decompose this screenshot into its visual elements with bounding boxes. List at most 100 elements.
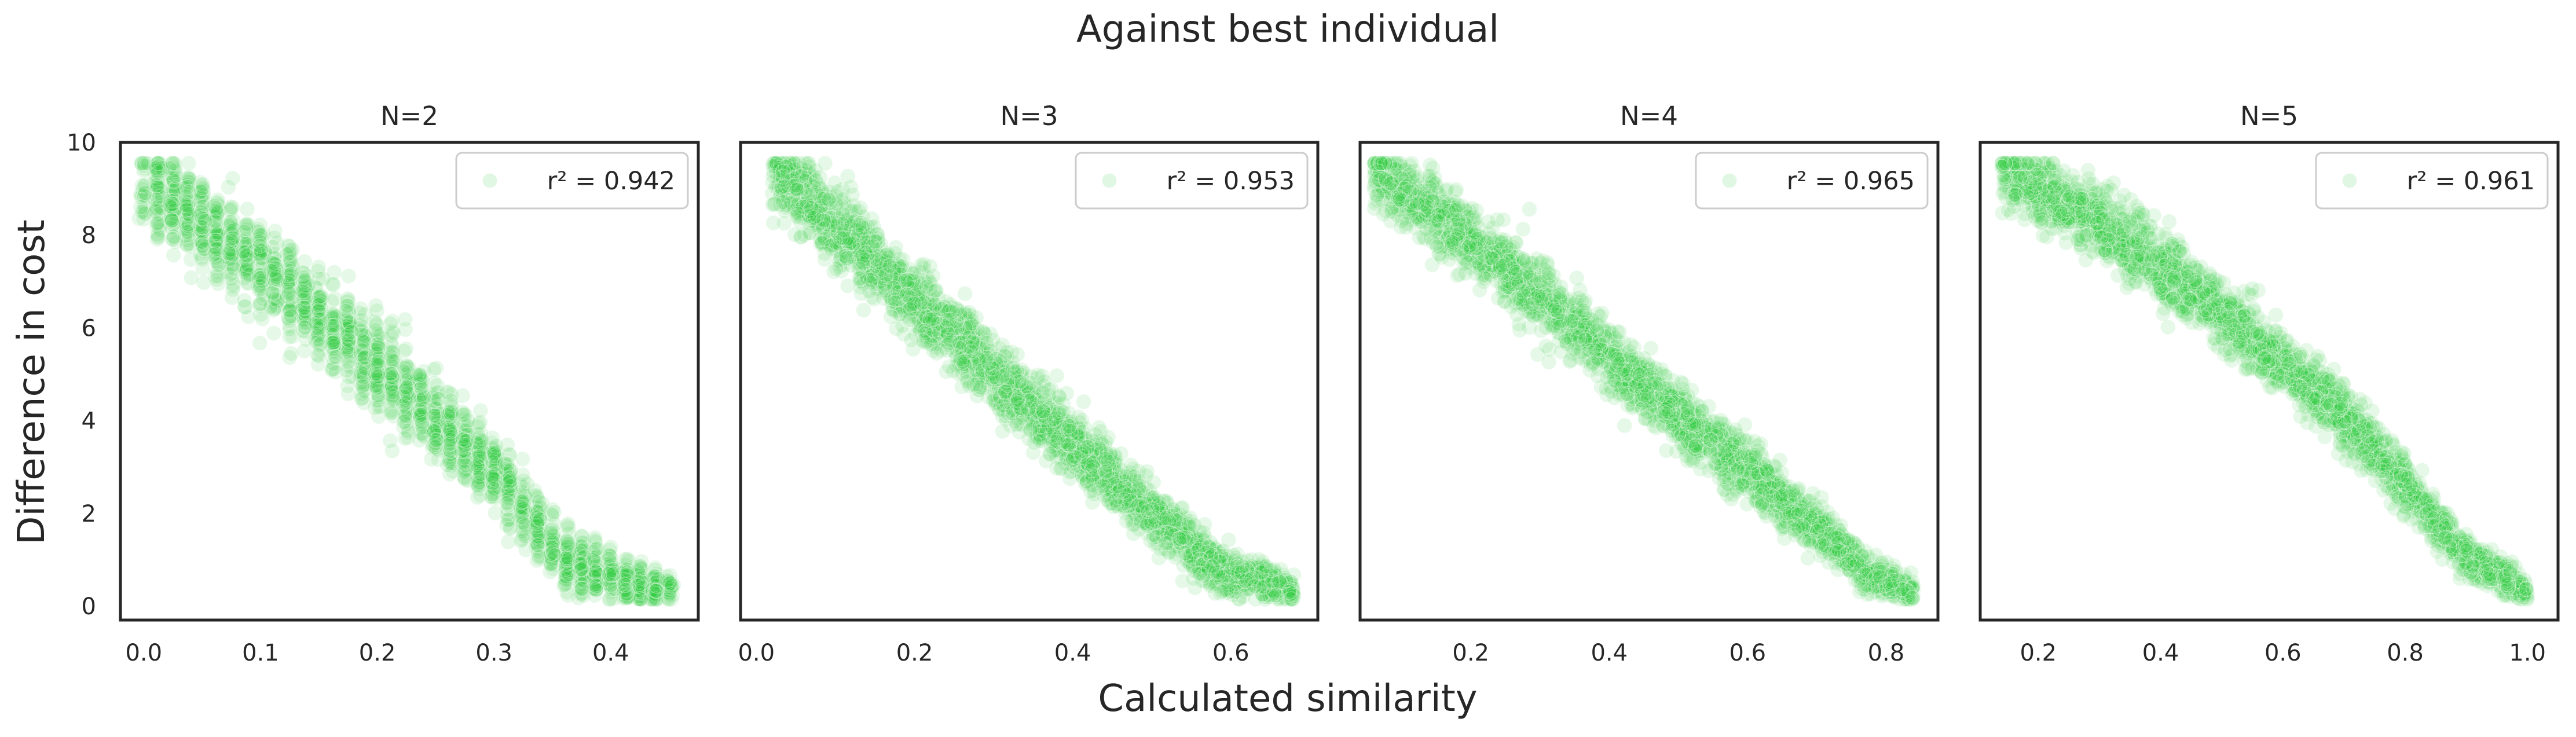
data-point bbox=[384, 371, 401, 387]
data-point bbox=[382, 386, 398, 402]
data-point bbox=[482, 445, 499, 461]
data-point bbox=[661, 587, 677, 604]
data-point bbox=[585, 544, 602, 560]
data-point bbox=[167, 164, 184, 180]
data-point bbox=[459, 450, 476, 466]
data-point bbox=[543, 530, 559, 547]
data-point bbox=[589, 576, 606, 592]
data-point bbox=[643, 582, 659, 598]
data-point bbox=[848, 232, 864, 248]
data-point bbox=[226, 221, 242, 237]
data-point bbox=[412, 408, 428, 425]
data-point bbox=[384, 359, 401, 375]
data-point bbox=[252, 235, 268, 251]
data-point bbox=[296, 306, 313, 322]
data-point bbox=[148, 177, 164, 193]
data-point bbox=[590, 566, 607, 583]
data-point bbox=[633, 588, 650, 604]
data-point bbox=[842, 179, 859, 195]
data-point bbox=[269, 235, 285, 251]
data-point bbox=[602, 564, 618, 581]
data-point bbox=[431, 442, 447, 459]
data-point bbox=[368, 317, 384, 333]
data-point bbox=[398, 379, 415, 396]
data-point bbox=[298, 331, 314, 347]
data-point bbox=[195, 186, 212, 203]
x-tick-label: 0.2 bbox=[896, 640, 933, 666]
data-point bbox=[182, 238, 198, 254]
data-point bbox=[499, 506, 515, 523]
data-point bbox=[150, 158, 166, 175]
data-point bbox=[1194, 537, 1210, 553]
data-point bbox=[457, 463, 473, 479]
data-point bbox=[632, 566, 648, 582]
data-point bbox=[397, 371, 413, 387]
data-point bbox=[617, 556, 634, 573]
data-point bbox=[312, 296, 328, 312]
data-point bbox=[183, 251, 199, 267]
data-point bbox=[402, 373, 419, 390]
data-point bbox=[195, 176, 211, 192]
x-tick-label: 0.6 bbox=[1212, 640, 1249, 666]
data-point bbox=[1075, 467, 1091, 483]
data-point bbox=[265, 276, 281, 292]
data-point bbox=[963, 356, 980, 372]
data-point bbox=[369, 379, 386, 396]
data-point bbox=[179, 236, 195, 252]
data-point bbox=[240, 251, 256, 267]
data-point bbox=[295, 301, 311, 318]
data-point bbox=[544, 539, 560, 555]
data-point bbox=[649, 574, 665, 590]
data-point bbox=[526, 482, 543, 498]
data-point bbox=[589, 540, 606, 557]
data-point bbox=[515, 472, 532, 489]
data-point bbox=[412, 412, 428, 428]
data-point bbox=[296, 272, 313, 288]
data-point bbox=[632, 578, 648, 594]
y-tick-label: 6 bbox=[82, 315, 96, 342]
data-point bbox=[1164, 505, 1181, 522]
data-point bbox=[1186, 517, 1203, 533]
data-point bbox=[528, 520, 545, 537]
data-point bbox=[177, 193, 193, 209]
data-point bbox=[398, 379, 414, 395]
data-point bbox=[351, 305, 368, 321]
data-point bbox=[1084, 465, 1101, 482]
data-point bbox=[398, 386, 415, 402]
data-point bbox=[518, 542, 534, 558]
data-point bbox=[544, 551, 560, 567]
data-point bbox=[584, 563, 601, 579]
data-point bbox=[910, 309, 926, 325]
data-point bbox=[239, 201, 255, 217]
data-point bbox=[439, 419, 455, 435]
data-point bbox=[1230, 591, 1247, 607]
data-point bbox=[573, 547, 590, 563]
data-point bbox=[573, 569, 589, 585]
data-point bbox=[790, 182, 807, 199]
data-point bbox=[226, 258, 243, 274]
data-point bbox=[1049, 413, 1065, 430]
data-point bbox=[427, 435, 444, 452]
data-point bbox=[251, 247, 268, 263]
data-point bbox=[253, 229, 269, 245]
data-point bbox=[137, 160, 153, 177]
data-point bbox=[1117, 494, 1133, 510]
data-point bbox=[283, 299, 299, 316]
data-point bbox=[1206, 564, 1222, 581]
data-point bbox=[210, 224, 226, 241]
data-point bbox=[162, 160, 178, 177]
data-point bbox=[547, 548, 563, 564]
data-point bbox=[164, 179, 181, 196]
data-point bbox=[442, 425, 459, 441]
data-point bbox=[412, 369, 428, 385]
data-point bbox=[430, 409, 446, 425]
data-point bbox=[296, 319, 313, 335]
data-point bbox=[177, 181, 193, 197]
data-point bbox=[910, 277, 927, 294]
data-point bbox=[133, 189, 149, 206]
data-point bbox=[356, 342, 373, 358]
data-point bbox=[484, 486, 501, 503]
data-point bbox=[307, 280, 323, 296]
data-point bbox=[1204, 558, 1221, 574]
data-point bbox=[940, 302, 956, 319]
